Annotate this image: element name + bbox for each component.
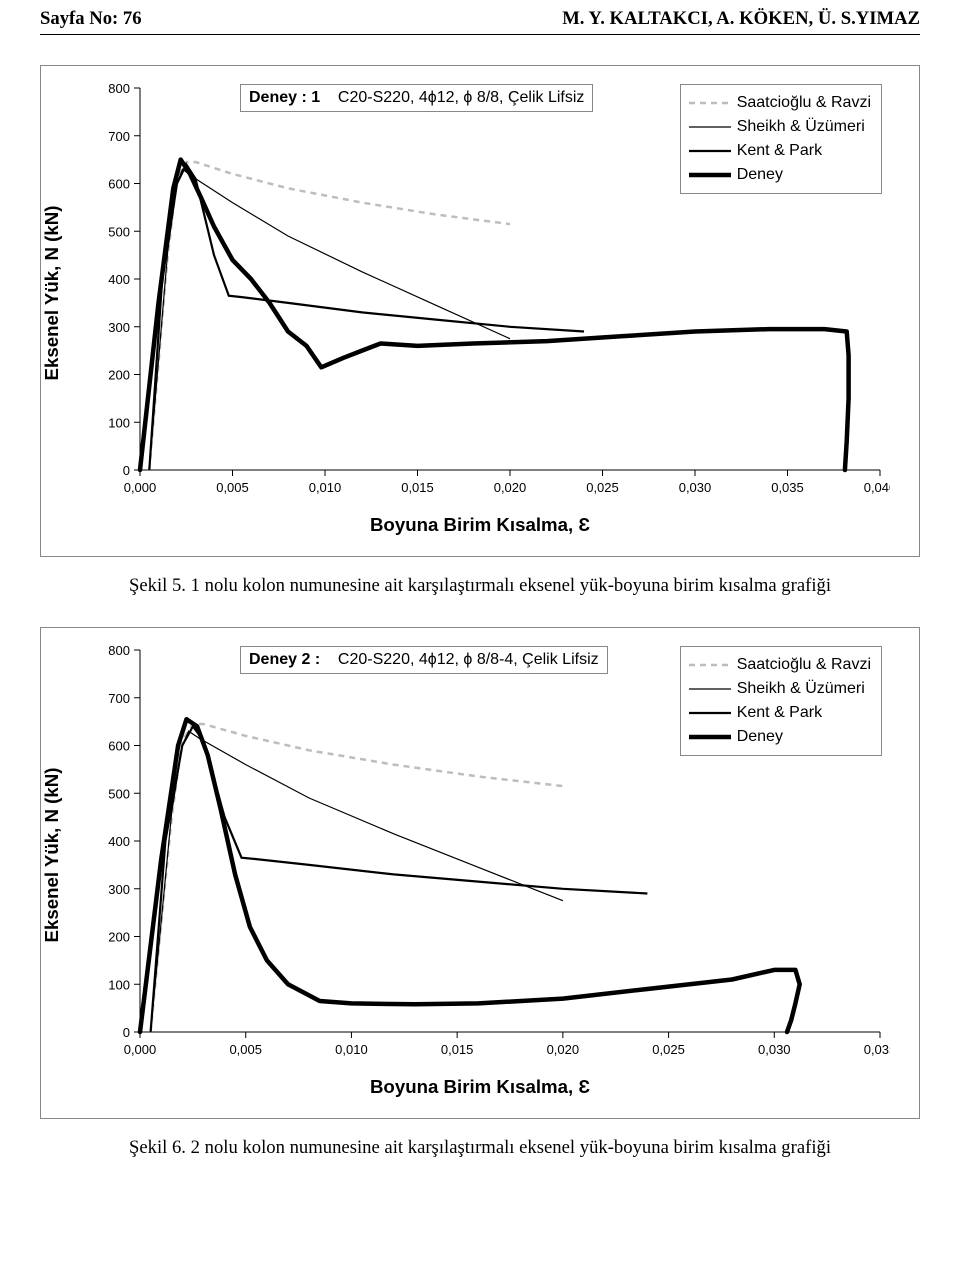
svg-text:0,015: 0,015 [401, 480, 434, 495]
svg-text:0,035: 0,035 [864, 1042, 890, 1057]
chart-1-title-strip: Deney : 1 C20-S220, 4ϕ12, ϕ 8/8, Çelik L… [240, 84, 593, 112]
chart-2-legend: Saatcioğlu & Ravzi Sheikh & Üzümeri Kent… [680, 646, 882, 756]
svg-text:0,015: 0,015 [441, 1042, 474, 1057]
page-number-label: Sayfa No: 76 [40, 8, 142, 30]
chart-2-ylabel: Eksenel Yük, N (kN) [41, 768, 63, 943]
svg-text:800: 800 [108, 643, 130, 658]
legend-swatch-kentpark [689, 144, 731, 158]
svg-text:700: 700 [108, 691, 130, 706]
svg-text:200: 200 [108, 930, 130, 945]
legend-row-sheikh: Sheikh & Üzümeri [689, 115, 871, 139]
chart-2-title-prefix: Deney 2 : [249, 651, 320, 668]
svg-text:100: 100 [108, 415, 130, 430]
legend-row-deney-2: Deney [689, 725, 871, 749]
legend-label-sheikh-2: Sheikh & Üzümeri [737, 677, 865, 701]
svg-text:0,010: 0,010 [335, 1042, 368, 1057]
caption-2: Şekil 6. 2 nolu kolon numunesine ait kar… [40, 1137, 920, 1159]
authors-label: M. Y. KALTAKCI, A. KÖKEN, Ü. S.YIMAZ [562, 8, 920, 30]
legend-label-sheikh: Sheikh & Üzümeri [737, 115, 865, 139]
chart-2-title-rest: C20-S220, 4ϕ12, ϕ 8/8-4, Çelik Lifsiz [338, 651, 599, 668]
svg-text:400: 400 [108, 834, 130, 849]
chart-1-xlabel: Boyuna Birim Kısalma, Ɛ [51, 514, 909, 536]
svg-text:500: 500 [108, 224, 130, 239]
svg-text:700: 700 [108, 129, 130, 144]
legend-swatch-kentpark-2 [689, 706, 731, 720]
chart-1-title-rest: C20-S220, 4ϕ12, ϕ 8/8, Çelik Lifsiz [338, 89, 584, 106]
legend-label-kentpark-2: Kent & Park [737, 701, 822, 725]
svg-text:0,020: 0,020 [547, 1042, 580, 1057]
chart-2-title-strip: Deney 2 : C20-S220, 4ϕ12, ϕ 8/8-4, Çelik… [240, 646, 608, 674]
legend-label-kentpark: Kent & Park [737, 139, 822, 163]
legend-label-saatcioglu-2: Saatcioğlu & Ravzi [737, 653, 871, 677]
legend-swatch-saatcioglu-2 [689, 658, 731, 672]
svg-text:0,000: 0,000 [124, 480, 157, 495]
legend-row-saatcioglu-2: Saatcioğlu & Ravzi [689, 653, 871, 677]
page: Sayfa No: 76 M. Y. KALTAKCI, A. KÖKEN, Ü… [0, 0, 960, 1209]
legend-swatch-saatcioglu [689, 96, 731, 110]
legend-row-sheikh-2: Sheikh & Üzümeri [689, 677, 871, 701]
svg-text:300: 300 [108, 882, 130, 897]
legend-swatch-sheikh [689, 120, 731, 134]
legend-row-kentpark-2: Kent & Park [689, 701, 871, 725]
legend-row-deney: Deney [689, 163, 871, 187]
legend-row-saatcioglu: Saatcioğlu & Ravzi [689, 91, 871, 115]
svg-text:200: 200 [108, 368, 130, 383]
chart-1-legend: Saatcioğlu & Ravzi Sheikh & Üzümeri Kent… [680, 84, 882, 194]
svg-text:0,035: 0,035 [771, 480, 804, 495]
legend-label-saatcioglu: Saatcioğlu & Ravzi [737, 91, 871, 115]
chart-1-ylabel: Eksenel Yük, N (kN) [41, 206, 63, 381]
svg-text:0: 0 [123, 1025, 130, 1040]
svg-text:600: 600 [108, 177, 130, 192]
legend-label-deney: Deney [737, 163, 783, 187]
svg-text:0: 0 [123, 463, 130, 478]
svg-text:0,000: 0,000 [124, 1042, 157, 1057]
svg-text:0,010: 0,010 [309, 480, 342, 495]
legend-swatch-deney-2 [689, 730, 731, 744]
chart-2-frame: Eksenel Yük, N (kN) 0,000 0,005 0,010 0,015… [40, 627, 920, 1119]
svg-text:0,020: 0,020 [494, 480, 527, 495]
svg-text:500: 500 [108, 786, 130, 801]
legend-swatch-sheikh-2 [689, 682, 731, 696]
svg-text:0,005: 0,005 [216, 480, 249, 495]
chart-2-xlabel: Boyuna Birim Kısalma, Ɛ [51, 1076, 909, 1098]
caption-1: Şekil 5. 1 nolu kolon numunesine ait kar… [40, 575, 920, 597]
chart-1-plot-area: Eksenel Yük, N (kN) 0,0000,0050,0100,015… [70, 78, 890, 508]
svg-text:0,025: 0,025 [652, 1042, 685, 1057]
legend-label-deney-2: Deney [737, 725, 783, 749]
chart-2-plot-area: Eksenel Yük, N (kN) 0,0000,0050,0100,015… [70, 640, 890, 1070]
svg-text:600: 600 [108, 739, 130, 754]
svg-text:800: 800 [108, 81, 130, 96]
svg-text:0,025: 0,025 [586, 480, 619, 495]
legend-swatch-deney [689, 168, 731, 182]
svg-text:0,040: 0,040 [864, 480, 890, 495]
chart-1-frame: Eksenel Yük, N (kN) 0,000 0,005 0,010 0,015… [40, 65, 920, 557]
svg-text:0,030: 0,030 [758, 1042, 791, 1057]
svg-text:100: 100 [108, 977, 130, 992]
svg-text:400: 400 [108, 272, 130, 287]
svg-text:300: 300 [108, 320, 130, 335]
svg-text:0,005: 0,005 [229, 1042, 262, 1057]
svg-text:0,030: 0,030 [679, 480, 712, 495]
page-header: Sayfa No: 76 M. Y. KALTAKCI, A. KÖKEN, Ü… [40, 0, 920, 35]
chart-1-title-prefix: Deney : 1 [249, 89, 320, 106]
legend-row-kentpark: Kent & Park [689, 139, 871, 163]
